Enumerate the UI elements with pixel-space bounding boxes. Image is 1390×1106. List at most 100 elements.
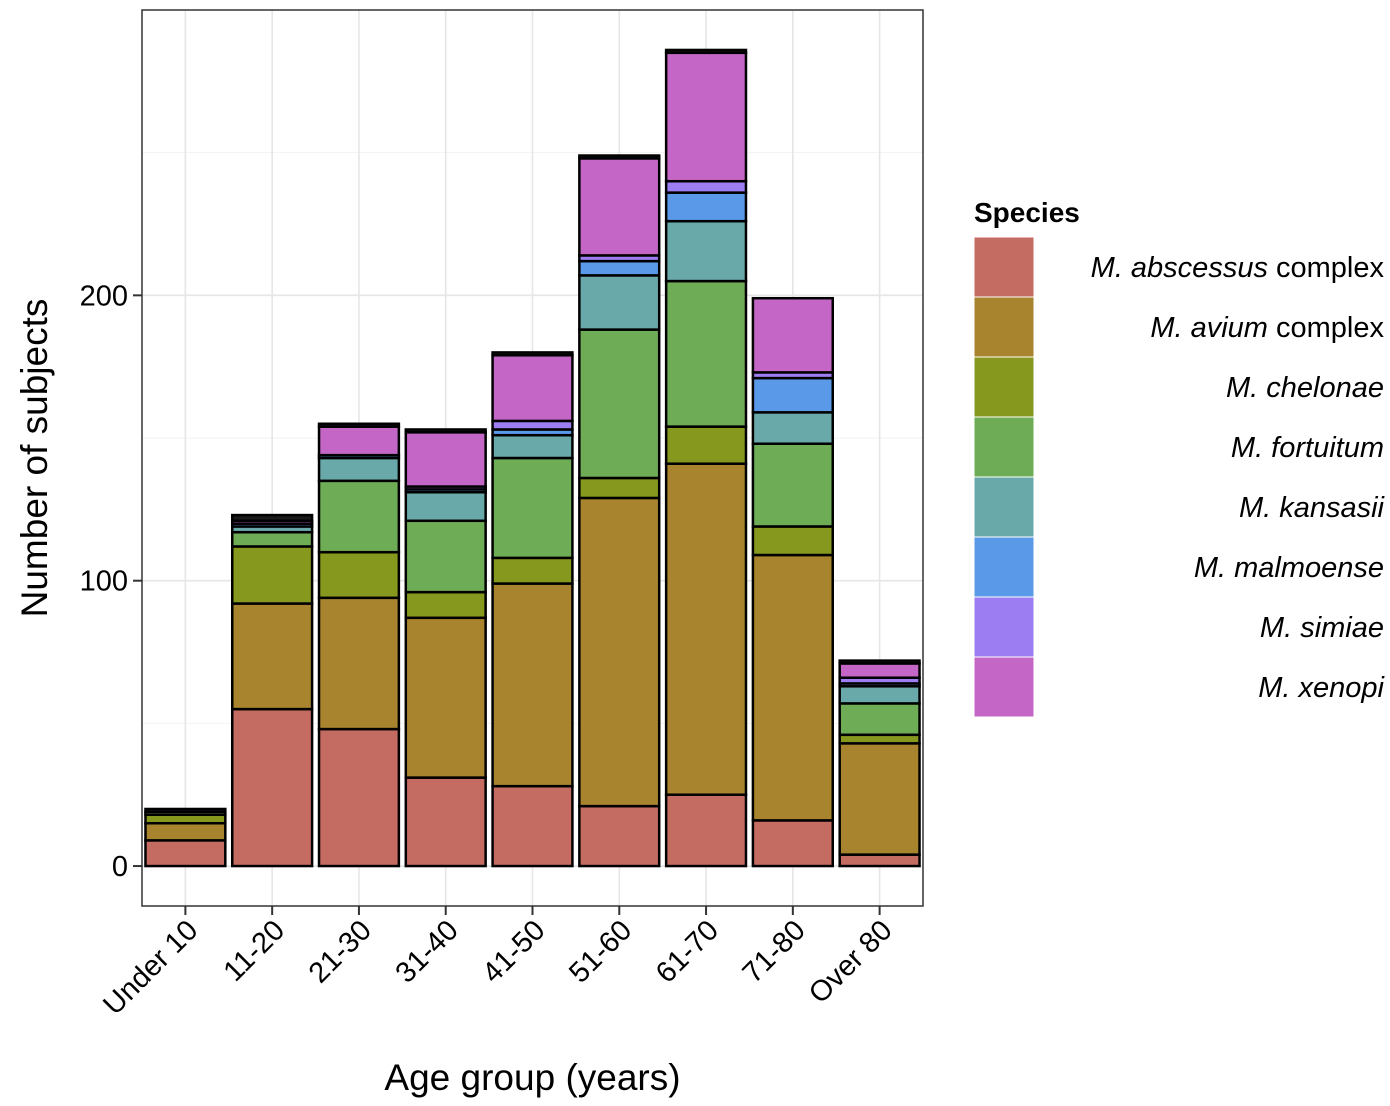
legend-key — [973, 656, 1035, 718]
bar-segment — [317, 596, 401, 731]
legend-key — [973, 356, 1035, 418]
bar-segment — [751, 376, 835, 414]
legend-label: M. malmoense — [1194, 552, 1384, 584]
bar-segment — [404, 616, 487, 779]
bar-segment — [404, 519, 487, 594]
bar-segment — [491, 433, 574, 460]
legend-label-species: M. xenopi — [1258, 672, 1385, 704]
bar-segment — [491, 556, 574, 585]
bar-segment — [578, 154, 661, 160]
bar-segment — [317, 422, 401, 428]
bar-segment — [491, 456, 574, 560]
bar-segment — [491, 419, 574, 431]
bar-segment — [404, 590, 487, 620]
bar-segment — [838, 685, 921, 705]
y-tick-label: 200 — [80, 280, 128, 312]
bar-segment — [838, 702, 921, 737]
legend-key — [973, 296, 1035, 358]
bar-segment — [838, 659, 921, 665]
bar-segment — [751, 411, 835, 445]
bar-segment — [317, 425, 401, 457]
bar-segment — [144, 813, 227, 825]
y-axis-title: Number of subjects — [14, 299, 55, 618]
legend-label-species: M. abscessus — [1091, 252, 1268, 284]
bar-segment — [404, 776, 487, 868]
legend-label-species: M. avium — [1150, 312, 1268, 344]
bar-segment — [404, 490, 487, 523]
bar-segment — [578, 496, 661, 808]
bar-segment — [230, 602, 314, 711]
bar-segment — [578, 476, 661, 500]
bar-segment — [664, 462, 748, 796]
bar-segment — [491, 784, 574, 868]
bar-segment — [230, 545, 314, 605]
legend-key — [973, 536, 1035, 598]
bar-segment — [230, 513, 314, 523]
legend-label-species: M. kansasii — [1239, 492, 1386, 524]
legend-label-suffix: complex — [1268, 252, 1385, 284]
legend-key — [973, 596, 1035, 658]
bar-segment — [664, 191, 748, 223]
legend-label: M. abscessus complex — [1091, 252, 1385, 284]
x-tick-label: 71-80 — [737, 914, 812, 989]
bar-segment — [491, 582, 574, 788]
bar-segment — [664, 793, 748, 868]
bar-segment — [751, 525, 835, 557]
x-axis-title: Age group (years) — [384, 1057, 680, 1098]
bar-segment — [144, 821, 227, 842]
legend-label-species: M. fortuitum — [1231, 432, 1384, 464]
y-tick-label: 0 — [112, 851, 128, 883]
bar-segment — [578, 274, 661, 331]
bar-segment — [144, 807, 227, 814]
bar-segment — [230, 530, 314, 548]
bar-segment — [751, 442, 835, 528]
bars-layer — [144, 48, 921, 868]
bar-segment — [664, 425, 748, 465]
bar-segment — [578, 259, 661, 277]
bar-segment — [664, 219, 748, 283]
bar-segment — [230, 707, 314, 868]
legend-label: M. avium complex — [1150, 312, 1384, 344]
bar-segment — [664, 179, 748, 194]
bar-segment — [664, 51, 748, 183]
x-tick-label: 51-60 — [563, 914, 638, 989]
bar-segment — [751, 296, 835, 374]
legend-key — [973, 476, 1035, 538]
x-tick-label: 41-50 — [476, 914, 551, 989]
bar-segment — [144, 839, 227, 868]
legend-key — [973, 416, 1035, 478]
bar-segment — [578, 804, 661, 868]
x-tick-label: 31-40 — [390, 914, 465, 989]
bar-segment — [317, 550, 401, 600]
bar-segment — [491, 351, 574, 357]
bar-segment — [578, 157, 661, 257]
legend-label-species: M. malmoense — [1194, 552, 1384, 584]
bar-segment — [317, 727, 401, 868]
y-tick-label: 100 — [80, 566, 128, 598]
legend-label: M. kansasii — [1239, 492, 1386, 524]
legend-label: M. fortuitum — [1231, 432, 1384, 464]
bar-segment — [317, 456, 401, 483]
bar-segment — [838, 733, 921, 745]
x-tick-label: 21-30 — [303, 914, 378, 989]
bar-segment — [664, 279, 748, 428]
legend-label-species: M. simiae — [1260, 612, 1384, 644]
x-tick-label: 11-20 — [218, 914, 292, 988]
legend-label-suffix: complex — [1268, 312, 1385, 344]
bar-segment — [578, 328, 661, 480]
x-tick-label: 61-70 — [650, 914, 725, 989]
legend-label-species: M. chelonae — [1226, 372, 1384, 404]
bar-segment — [491, 354, 574, 423]
bar-segment — [838, 853, 921, 868]
legend-label: M. simiae — [1260, 612, 1384, 644]
x-tick-label: Under 10 — [97, 914, 204, 1021]
bar-segment — [317, 479, 401, 554]
bar-segment — [751, 553, 835, 822]
legend-label: M. chelonae — [1226, 372, 1384, 404]
bar-segment — [404, 428, 487, 434]
legend-key — [973, 236, 1035, 298]
bar-segment — [751, 819, 835, 868]
